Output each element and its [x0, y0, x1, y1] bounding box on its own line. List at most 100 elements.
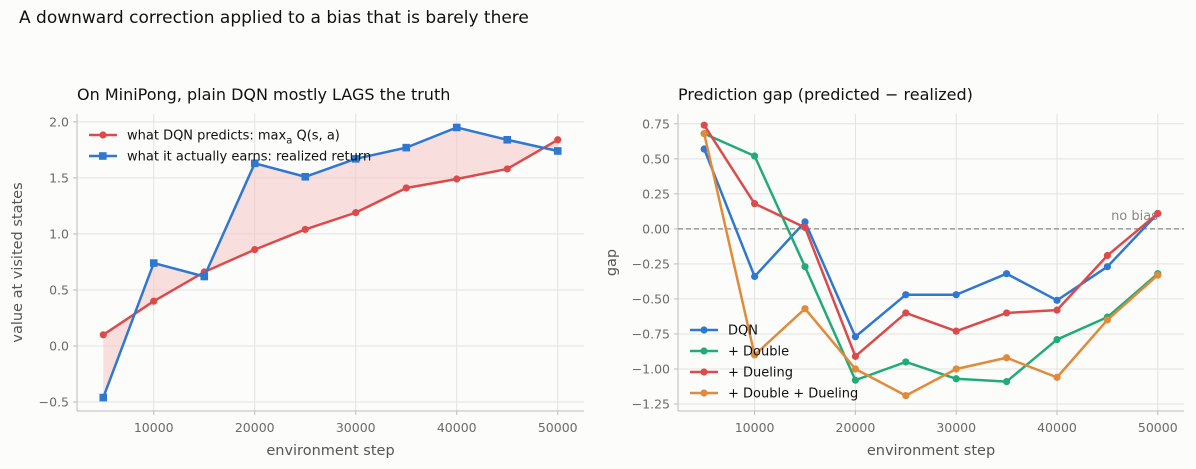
data-point: [851, 333, 860, 341]
gap-fill-area: [103, 127, 558, 398]
legend-label: + Double: [728, 345, 789, 360]
data-point: [952, 291, 960, 299]
data-point: [351, 155, 360, 163]
y-tick-label: −1.25: [632, 396, 670, 411]
series-line: [102, 126, 559, 398]
series-line: [102, 138, 559, 336]
data-point: [801, 223, 809, 232]
data-point: [801, 263, 809, 271]
data-point: [700, 145, 708, 153]
data-point: [402, 143, 411, 152]
data-point: [200, 272, 209, 281]
legend: DQN + Double + Dueling + Double + Dueling: [690, 324, 858, 402]
data-point: [751, 272, 759, 281]
data-point: [851, 376, 860, 384]
data-point: [1053, 306, 1061, 314]
data-point: [851, 365, 860, 373]
x-tick-label: 40000: [1037, 420, 1077, 435]
y-tick-label: 0.00: [642, 221, 670, 236]
x-tick-label: 10000: [735, 420, 775, 435]
data-point: [700, 130, 708, 138]
data-point: [1002, 309, 1011, 317]
legend-swatch-marker: [700, 368, 708, 376]
legend-label: + Dueling: [728, 366, 793, 381]
data-point: [1002, 354, 1011, 362]
data-point: [301, 225, 309, 234]
data-point: [99, 393, 108, 402]
data-point: [952, 375, 960, 383]
data-point: [1053, 335, 1061, 344]
y-tick-label: −0.75: [632, 326, 670, 341]
x-axis-label: environment step: [867, 443, 995, 459]
data-point: [452, 123, 461, 132]
series-4: [700, 130, 1162, 400]
x-tick-label: 20000: [836, 420, 876, 435]
x-tick-label: 10000: [134, 420, 174, 435]
legend-swatch-marker: [700, 326, 708, 334]
data-point: [751, 351, 759, 359]
y-tick-label: −0.5: [39, 395, 69, 410]
y-tick-label: 2.0: [49, 114, 69, 129]
data-point: [1002, 377, 1011, 386]
legend-label: what it actually earns: realized return: [127, 150, 371, 165]
y-tick-label: 1.5: [49, 170, 69, 185]
data-point: [149, 259, 158, 267]
x-tick-label: 50000: [1138, 420, 1178, 435]
legend-label: + Double + Dueling: [728, 387, 858, 402]
series-line: [703, 132, 1159, 383]
x-tick-label: 30000: [336, 420, 376, 435]
data-point: [251, 246, 259, 254]
y-tick-label: 1.0: [49, 226, 69, 241]
data-point: [1103, 316, 1111, 324]
data-point: [1103, 251, 1111, 260]
data-point: [1154, 209, 1162, 218]
chart-panel-1: 10000 20000 30000 40000 50000 −0.5 0.0 0.5 1.0 1.…: [10, 85, 584, 459]
y-tick-label: −0.50: [632, 291, 670, 306]
series-2: [99, 123, 562, 402]
legend-swatch-marker: [700, 389, 708, 397]
data-point: [553, 147, 562, 155]
data-point: [952, 365, 960, 373]
data-point: [503, 165, 511, 173]
data-point: [1053, 296, 1061, 304]
data-point: [952, 327, 960, 335]
data-point: [801, 305, 809, 313]
y-tick-label: 0.75: [642, 116, 670, 131]
series-3: [700, 121, 1162, 360]
data-point: [1154, 271, 1162, 279]
data-point: [99, 331, 107, 339]
data-point: [453, 175, 461, 183]
legend-swatch-marker: [99, 152, 107, 160]
legend-swatch-marker: [99, 131, 107, 139]
series-1: [700, 145, 1162, 341]
data-point: [902, 291, 910, 299]
x-tick-label: 50000: [538, 420, 578, 435]
x-axis-label: environment step: [266, 443, 394, 459]
data-point: [801, 218, 809, 226]
data-point: [1103, 263, 1111, 271]
data-point: [1053, 373, 1061, 381]
legend-label: what DQN predicts: maxa Q(s, a): [127, 129, 340, 147]
data-point: [751, 200, 759, 208]
data-point: [751, 152, 759, 160]
y-tick-label: 0.0: [49, 338, 69, 353]
y-axis-label: value at visited states: [10, 182, 26, 342]
y-tick-label: −1.00: [632, 361, 670, 376]
y-tick-label: 0.25: [642, 186, 670, 201]
y-tick-label: −0.25: [632, 256, 670, 271]
y-tick-label: 0.50: [642, 151, 670, 166]
series-1: [99, 136, 562, 339]
y-axis-label: gap: [604, 249, 620, 276]
legend-label: DQN: [728, 324, 758, 339]
chart-title: On MiniPong, plain DQN mostly LAGS the t…: [77, 85, 450, 104]
data-point: [851, 352, 860, 360]
legend: what DQN predicts: maxa Q(s, a) what it a…: [89, 129, 371, 165]
data-point: [250, 159, 259, 168]
chart-title: Prediction gap (predicted − realized): [678, 85, 973, 104]
data-point: [301, 172, 310, 181]
data-point: [1002, 270, 1011, 278]
data-point: [700, 121, 708, 129]
data-point: [150, 297, 158, 305]
